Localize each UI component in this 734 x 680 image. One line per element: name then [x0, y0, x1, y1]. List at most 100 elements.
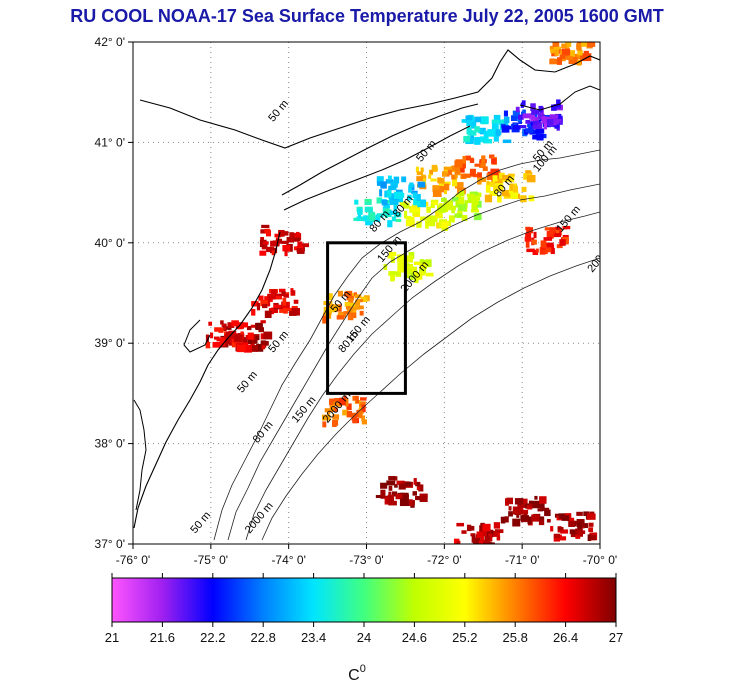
lon-tick-label: -74° 0': [271, 553, 305, 567]
colorbar-tick-label: 22.2: [200, 630, 225, 645]
sst-cell: [522, 109, 526, 115]
sst-cell: [535, 128, 545, 134]
sst-cell: [504, 516, 509, 523]
sst-cell: [332, 419, 339, 426]
sst-cell: [390, 275, 395, 282]
sst-cell: [282, 244, 291, 252]
sst-patch: [353, 196, 402, 228]
sst-cell: [525, 119, 531, 124]
sst-cell: [411, 190, 418, 194]
sst-cell: [531, 514, 540, 522]
sst-cell: [425, 220, 429, 229]
sst-cell: [411, 270, 416, 277]
sst-cell: [376, 197, 383, 204]
sst-cell: [530, 121, 534, 127]
sst-cell: [441, 171, 448, 177]
sst-cell: [549, 228, 555, 235]
sst-cell: [405, 219, 415, 227]
sst-cell: [247, 336, 252, 345]
sst-cell: [256, 302, 261, 311]
coastline-long-island: [281, 103, 479, 196]
sst-patch: [500, 495, 551, 527]
sst-cell: [496, 178, 503, 184]
sst-cell: [526, 505, 533, 510]
sst-cell: [214, 327, 222, 332]
sst-cell: [390, 256, 395, 264]
sst-cell: [528, 500, 533, 507]
sst-cell: [441, 181, 451, 186]
sst-cell: [281, 240, 289, 244]
sst-cell: [278, 229, 285, 237]
sst-cell: [533, 116, 539, 123]
sst-cell: [478, 128, 484, 134]
sst-cell: [391, 491, 398, 497]
sst-cell: [432, 201, 438, 205]
sst-cell: [510, 115, 518, 121]
sst-cell: [376, 213, 384, 218]
sst-cell: [329, 398, 335, 406]
sst-cell: [381, 199, 388, 206]
sst-cell: [283, 293, 289, 298]
sst-cell: [361, 419, 368, 425]
lat-tick-label: 40° 0': [95, 236, 125, 250]
sst-cell: [553, 231, 562, 238]
sst-cell: [543, 123, 548, 130]
sst-cell: [262, 340, 269, 346]
sst-cell: [425, 272, 434, 277]
sst-cell: [284, 249, 288, 257]
sst-cell: [461, 530, 467, 534]
sst-cell: [561, 43, 567, 49]
sst-cell: [251, 344, 258, 352]
sst-cell: [233, 334, 243, 342]
coastline-cape-cod: [519, 85, 600, 111]
sst-cell: [376, 181, 382, 186]
sst-cell: [260, 333, 265, 340]
sst-cell: [575, 535, 581, 539]
sst-cell: [528, 503, 533, 508]
sst-cell: [545, 119, 554, 126]
sst-cell: [577, 60, 582, 66]
sst-cell: [569, 529, 576, 535]
sst-cell: [579, 54, 586, 61]
sst-cell: [521, 186, 527, 192]
sst-cell: [466, 524, 472, 532]
sst-cell: [527, 124, 532, 128]
sst-cell: [517, 504, 527, 508]
sst-cell: [533, 231, 537, 239]
colorbar-tick-label: 25.8: [503, 630, 528, 645]
sst-cell: [482, 523, 491, 532]
sst-cell: [565, 56, 574, 60]
sst-cell: [443, 169, 453, 176]
sst-cell: [357, 299, 363, 303]
colorbar-tick-label: 24: [357, 630, 371, 645]
sst-cell: [354, 294, 362, 299]
sst-cell: [530, 114, 536, 121]
sst-cell: [553, 46, 562, 52]
sst-cell: [399, 498, 409, 507]
sst-cell: [511, 127, 520, 133]
sst-cell: [273, 295, 282, 300]
sst-cell: [476, 531, 484, 539]
sst-cell: [389, 251, 397, 257]
sst-cell: [407, 194, 412, 201]
sst-cell: [486, 173, 494, 180]
sst-cell: [474, 126, 480, 133]
sst-cell: [520, 195, 527, 203]
sst-cell: [271, 250, 276, 256]
sst-cell: [479, 525, 484, 533]
sst-cell: [385, 205, 390, 214]
sst-cell: [231, 320, 239, 327]
colorbar-tick-label: 24.6: [402, 630, 427, 645]
sst-cell: [496, 535, 501, 541]
sst-cell: [574, 57, 578, 65]
sst-cell: [466, 126, 472, 135]
sst-cell: [481, 155, 486, 164]
sst-cell: [576, 511, 583, 516]
sst-cell: [273, 304, 281, 308]
sst-cell: [232, 330, 237, 336]
sst-cell: [227, 322, 235, 328]
sst-cell: [577, 522, 582, 530]
sst-cell: [412, 192, 417, 199]
sst-cell: [443, 190, 447, 195]
